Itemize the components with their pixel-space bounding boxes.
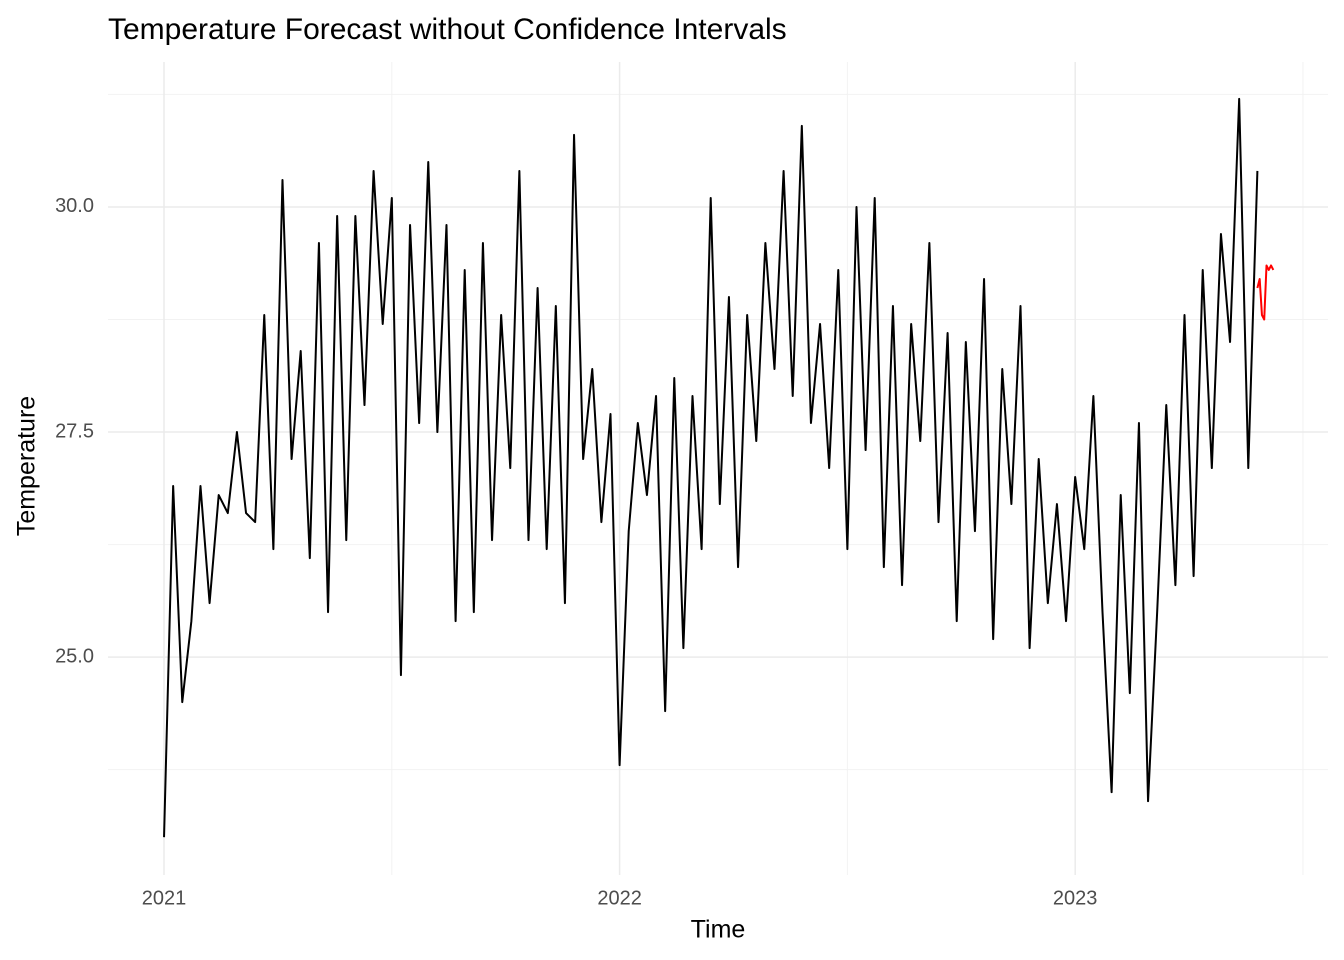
series-line (163, 97, 1259, 838)
y-tick-label: 25.0 (55, 645, 94, 667)
series-line (1256, 264, 1275, 321)
x-axis-label: Time (691, 916, 746, 944)
x-tick-label: 2023 (1053, 887, 1098, 909)
x-tick-label: 2021 (142, 887, 187, 909)
y-tick-label: 30.0 (55, 195, 94, 217)
chart-title: Temperature Forecast without Confidence … (108, 13, 787, 46)
y-tick-label: 27.5 (55, 420, 94, 442)
y-axis-label: Temperature (13, 396, 41, 536)
x-tick-label: 2022 (597, 887, 642, 909)
